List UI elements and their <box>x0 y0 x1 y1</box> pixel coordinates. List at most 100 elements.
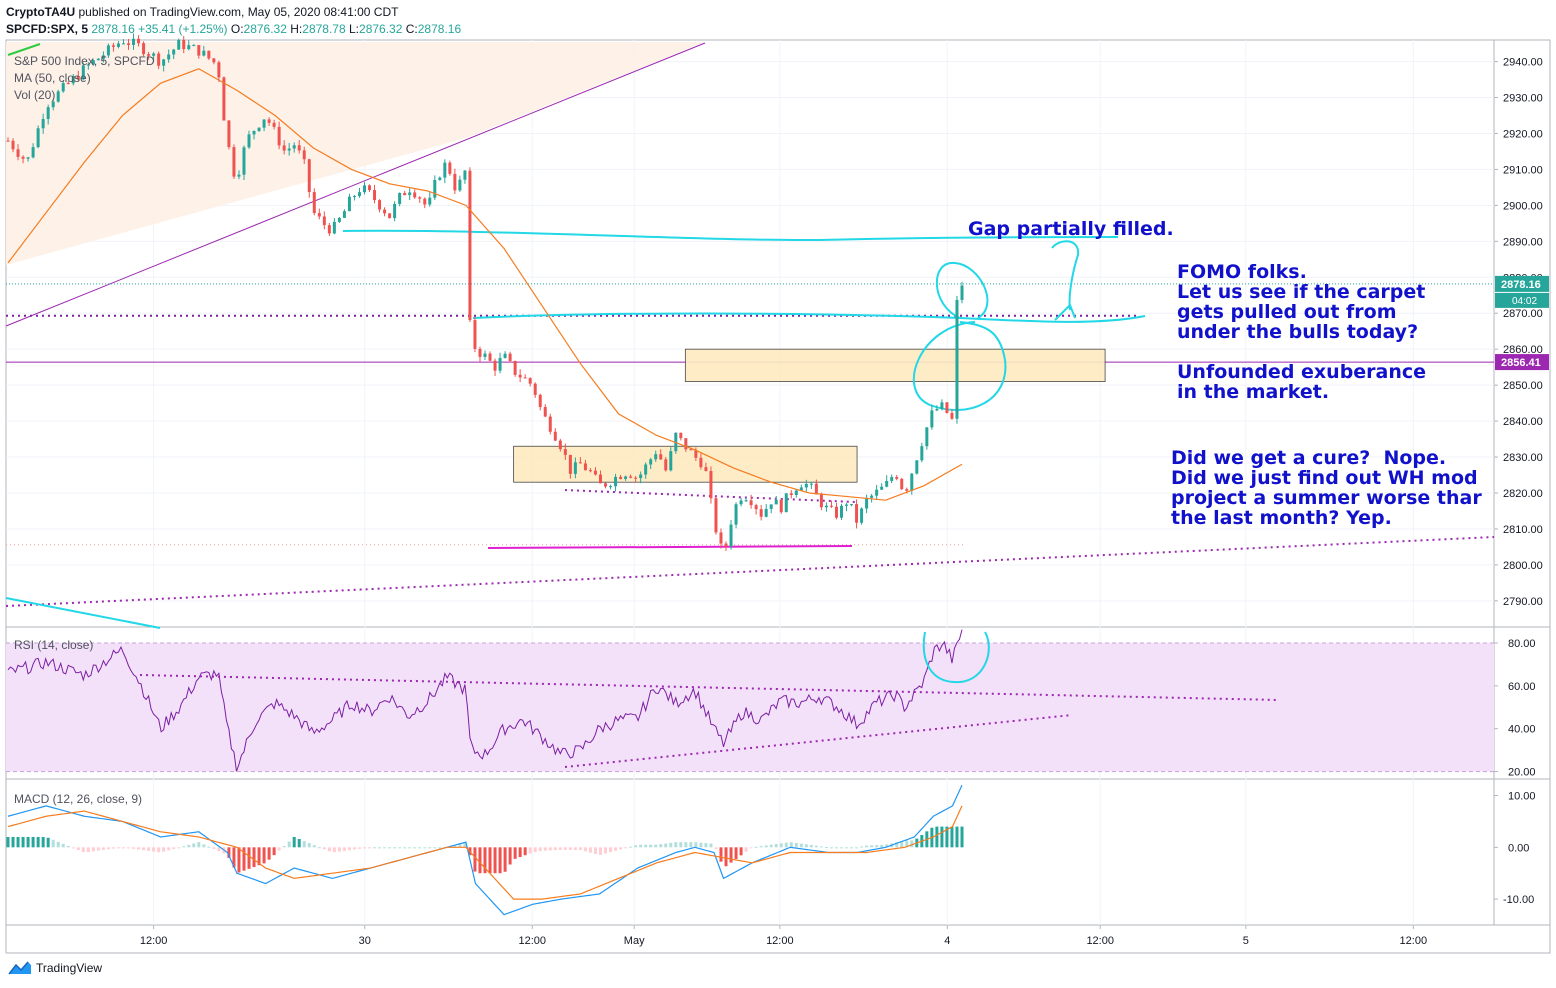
macd-histogram-bar <box>297 839 301 848</box>
macd-histogram-bar <box>418 847 422 849</box>
macd-histogram-bar <box>578 847 582 850</box>
macd-histogram-bar <box>739 847 743 856</box>
rsi-tick-label: 60.00 <box>1508 681 1536 693</box>
macd-histogram-bar <box>312 845 316 848</box>
candle-up <box>242 147 246 175</box>
candle-up <box>36 128 40 148</box>
macd-histogram-bar <box>799 843 803 848</box>
macd-histogram-bar <box>669 842 673 848</box>
macd-histogram-bar <box>96 847 100 851</box>
macd-histogram-bar <box>759 846 763 848</box>
macd-histogram-bar <box>619 847 623 850</box>
candle-up <box>443 162 447 178</box>
candle-up <box>609 486 613 488</box>
candle-down <box>855 504 859 523</box>
macd-histogram-bar <box>262 847 266 864</box>
candle-up <box>202 50 206 56</box>
candle-down <box>814 483 818 495</box>
macd-histogram-bar <box>900 841 904 848</box>
candle-down <box>604 483 608 487</box>
annotation-gap: Gap partially filled. <box>968 218 1174 240</box>
macd-histogram-bar <box>127 847 131 849</box>
candle-down <box>548 416 552 432</box>
candle-down <box>543 407 547 417</box>
macd-histogram-bar <box>61 843 65 848</box>
price-change: +35.41 (+1.25%) <box>138 22 228 36</box>
candle-up <box>458 179 462 191</box>
candle-down <box>679 432 683 439</box>
macd-histogram-bar <box>960 826 964 848</box>
candle-down <box>378 200 382 210</box>
macd-tick-label: 10.00 <box>1508 791 1536 803</box>
candle-up <box>347 196 351 212</box>
candle-up <box>26 157 30 159</box>
candle-up <box>483 353 487 357</box>
candle-down <box>111 45 115 47</box>
macd-histogram-bar <box>81 847 85 853</box>
macd-histogram-bar <box>458 843 462 848</box>
candle-up <box>809 483 813 485</box>
macd-histogram-bar <box>689 842 693 848</box>
macd-histogram-bar <box>674 842 678 848</box>
macd-histogram-bar <box>433 847 437 849</box>
candle-down <box>453 173 457 191</box>
high-label: H: <box>290 22 303 36</box>
candle-up <box>152 53 156 56</box>
price-tick-label: 2800.00 <box>1503 560 1543 572</box>
channel-shading <box>6 42 705 265</box>
macd-histogram-bar <box>357 847 361 849</box>
macd-histogram-bar <box>352 847 356 850</box>
candle-up <box>799 487 803 491</box>
annotation-fomo: FOMO folks. Let us see if the carpet get… <box>1177 261 1426 343</box>
candle-down <box>694 449 698 458</box>
macd-histogram-bar <box>910 840 914 848</box>
macd-histogram-bar <box>177 847 181 849</box>
candle-down <box>76 76 80 80</box>
candle-up <box>172 49 176 55</box>
candle-down <box>322 216 326 226</box>
macd-histogram-bar <box>398 847 402 849</box>
candle-down <box>749 500 753 506</box>
macd-histogram-bar <box>292 836 296 848</box>
candle-down <box>724 543 728 547</box>
candle-down <box>147 54 151 56</box>
macd-histogram-bar <box>16 836 20 848</box>
price-tick-label: 2940.00 <box>1503 57 1543 69</box>
macd-histogram-bar <box>724 847 728 867</box>
publish-header: CryptoTA4U published on TradingView.com,… <box>6 5 398 19</box>
macd-histogram-bar <box>764 845 768 848</box>
candle-up <box>433 179 437 198</box>
candle-up <box>428 197 432 205</box>
candle-down <box>538 394 542 408</box>
macd-histogram-bar <box>463 842 467 848</box>
price-tick-label: 2920.00 <box>1503 128 1543 140</box>
macd-histogram-bar <box>207 846 211 848</box>
macd-histogram-bar <box>694 842 698 848</box>
candle-up <box>362 185 366 193</box>
candle-up <box>649 459 653 465</box>
macd-histogram-bar <box>71 847 75 849</box>
price-tick-label: 2890.00 <box>1503 236 1543 248</box>
candle-down <box>277 126 281 146</box>
candle-up <box>393 203 397 219</box>
candle-down <box>533 383 537 395</box>
instrument-legend: S&P 500 Index, 5, SPCFD <box>14 54 155 68</box>
macd-histogram-bar <box>413 847 417 849</box>
macd-histogram-bar <box>132 847 136 849</box>
macd-histogram-bar <box>538 847 542 852</box>
macd-histogram-bar <box>754 846 758 848</box>
gap-upper-line <box>342 229 1119 242</box>
candle-down <box>779 499 783 513</box>
candle-up <box>503 353 507 358</box>
candle-down <box>834 506 838 518</box>
author-name[interactable]: CryptoTA4U <box>6 5 76 19</box>
macd-histogram-bar <box>237 847 241 873</box>
candle-down <box>137 38 141 44</box>
time-tick-label: 12:00 <box>140 935 168 947</box>
candle-up <box>187 45 191 50</box>
candle-down <box>493 360 497 371</box>
footer-brand[interactable]: TradingView <box>8 960 102 976</box>
macd-histogram-bar <box>187 844 191 848</box>
high-value: 2878.78 <box>302 22 346 36</box>
